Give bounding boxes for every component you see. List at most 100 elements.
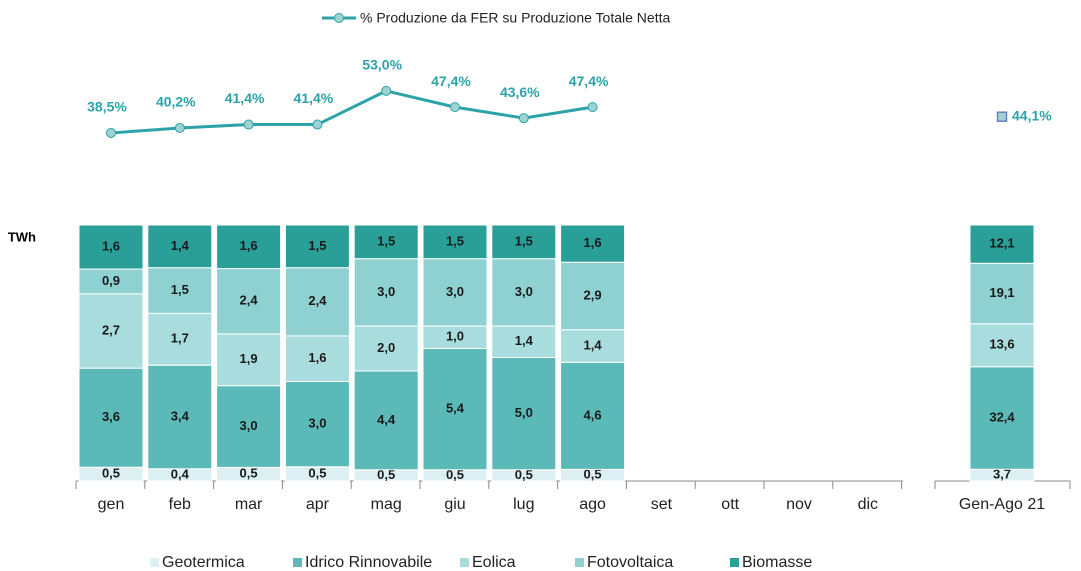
data-label: 3,0: [308, 416, 326, 431]
bar-segment: [78, 268, 144, 295]
data-label: 3,4: [171, 408, 190, 423]
data-label: 0,5: [377, 467, 395, 482]
bar-segment: [560, 261, 626, 331]
legend-label: Geotermica: [162, 554, 245, 571]
data-label: 40,2%: [156, 94, 196, 110]
data-label: 1,5: [377, 233, 395, 248]
data-label: 5,4: [446, 401, 465, 416]
data-label: 0,9: [102, 273, 120, 288]
bar-segment: [284, 380, 350, 468]
data-label: 1,4: [584, 337, 603, 352]
data-label: 32,4: [989, 409, 1015, 424]
bar-segment: [353, 258, 419, 327]
legend-swatch: [575, 558, 584, 567]
x-tick-label: dic: [858, 496, 878, 513]
data-label: 2,7: [102, 322, 120, 337]
bar-segment: [353, 325, 419, 372]
bar-segment: [216, 268, 282, 335]
data-label: 0,5: [308, 465, 326, 480]
data-label: 4,4: [377, 412, 396, 427]
data-label: 3,0: [515, 284, 533, 299]
x-tick-label: gen: [98, 496, 125, 513]
legend-label: Biomasse: [742, 554, 812, 571]
legend-label: % Produzione da FER su Produzione Totale…: [360, 10, 670, 26]
legend-label: Eolica: [472, 554, 516, 571]
legend-swatch: [460, 558, 469, 567]
bar-segment: [284, 335, 350, 382]
bar-segment: [147, 312, 213, 366]
x-tick-label: ott: [721, 496, 739, 513]
bar-segment: [491, 325, 557, 358]
legend-label: Idrico Rinnovabile: [305, 554, 432, 571]
bar-segment: [78, 224, 144, 270]
data-label: 1,5: [515, 233, 533, 248]
data-label: 0,5: [446, 467, 464, 482]
data-label: 0,5: [515, 467, 533, 482]
data-label: 1,7: [171, 331, 189, 346]
x-tick-label: mar: [235, 496, 263, 513]
data-label: 1,6: [240, 238, 258, 253]
y-axis-label: TWh: [8, 229, 36, 244]
data-label: 3,7: [993, 467, 1011, 482]
data-label: 1,0: [446, 329, 464, 344]
bar-segment: [78, 293, 144, 369]
bar-segment: [216, 333, 282, 387]
line-marker: [243, 119, 254, 130]
data-label: 1,6: [308, 350, 326, 365]
bar-segment: [78, 367, 144, 468]
data-label: 1,5: [308, 238, 326, 253]
bar-segment: [147, 224, 213, 269]
data-label: 53,0%: [362, 57, 402, 73]
data-label: 1,5: [171, 282, 189, 297]
data-label: 1,4: [515, 333, 534, 348]
x-tick-label: Gen-Ago 21: [959, 496, 1045, 513]
data-label: 47,4%: [569, 73, 609, 89]
line-marker: [450, 102, 460, 113]
data-label: 2,9: [584, 287, 602, 302]
data-label: 1,6: [102, 238, 120, 253]
legend-marker: [334, 13, 344, 23]
legend-swatch: [293, 558, 302, 567]
data-label: 1,9: [240, 351, 258, 366]
bar-segment: [560, 329, 626, 363]
line-marker: [381, 85, 392, 96]
x-tick-label: mag: [371, 496, 402, 513]
bar-segment: [560, 224, 626, 263]
data-label: 2,4: [240, 293, 259, 308]
data-label: 3,0: [446, 284, 464, 299]
data-label: 43,6%: [500, 84, 540, 100]
line-marker: [996, 111, 1008, 122]
bar-segment: [969, 366, 1035, 470]
data-label: 0,5: [240, 466, 258, 481]
bar-segment: [422, 224, 488, 260]
line-marker: [106, 127, 116, 138]
line-marker: [587, 102, 598, 113]
legend-swatch: [730, 558, 739, 567]
x-tick-label: feb: [169, 496, 191, 513]
data-label: 38,5%: [87, 99, 127, 115]
line-marker: [174, 123, 185, 134]
data-label: 0,4: [171, 466, 190, 481]
data-label: 19,1: [989, 285, 1014, 300]
data-label: 13,6: [989, 337, 1014, 352]
bar-segment: [284, 224, 350, 269]
bar-segment: [491, 356, 557, 471]
data-label: 41,4%: [225, 90, 265, 106]
data-label: 47,4%: [431, 73, 471, 89]
data-label: 1,5: [446, 233, 464, 248]
data-label: 1,4: [171, 238, 190, 253]
bar-segment: [422, 348, 488, 471]
x-tick-label: apr: [306, 496, 330, 513]
bar-segment: [284, 267, 350, 337]
data-label: 3,0: [240, 418, 258, 433]
bar-segment: [969, 224, 1035, 264]
x-tick-label: giu: [444, 496, 465, 513]
data-label: 44,1%: [1012, 107, 1052, 123]
data-label: 4,6: [584, 407, 602, 422]
x-tick-label: nov: [786, 496, 812, 513]
line-marker: [312, 119, 323, 130]
line-marker: [518, 113, 529, 124]
data-label: 1,6: [584, 235, 602, 250]
x-tick-label: lug: [513, 496, 534, 513]
